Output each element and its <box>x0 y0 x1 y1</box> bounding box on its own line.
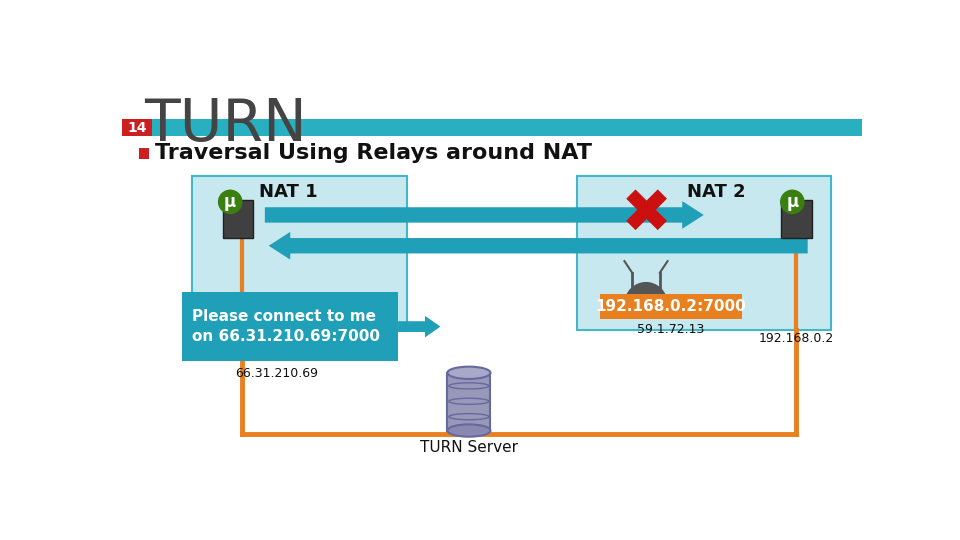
Polygon shape <box>398 316 441 338</box>
Text: 14: 14 <box>128 121 147 135</box>
Bar <box>192 177 407 330</box>
Wedge shape <box>624 282 667 303</box>
Text: 192.168.0.2: 192.168.0.2 <box>758 332 834 345</box>
Bar <box>577 177 830 330</box>
Bar <box>123 119 152 137</box>
Bar <box>780 200 811 238</box>
Bar <box>123 119 861 137</box>
Bar <box>600 294 742 319</box>
Text: NAT 1: NAT 1 <box>259 183 318 201</box>
Text: TURN: TURN <box>144 96 306 153</box>
Text: 192.168.0.2:7000: 192.168.0.2:7000 <box>595 299 746 314</box>
Circle shape <box>218 190 243 214</box>
Bar <box>182 292 398 361</box>
Ellipse shape <box>447 424 491 437</box>
Polygon shape <box>265 201 704 229</box>
Text: 66.31.210.69: 66.31.210.69 <box>235 367 318 380</box>
Text: NAT 2: NAT 2 <box>687 183 746 201</box>
Text: Please connect to me
on 66.31.210.69:7000: Please connect to me on 66.31.210.69:700… <box>192 309 380 344</box>
Text: ✖: ✖ <box>620 185 672 245</box>
Text: μ: μ <box>224 193 236 211</box>
Text: μ: μ <box>786 193 799 211</box>
Text: 59.1.72.13: 59.1.72.13 <box>637 323 705 336</box>
Bar <box>624 301 667 315</box>
Bar <box>223 200 253 238</box>
Circle shape <box>780 190 804 214</box>
Polygon shape <box>269 232 807 260</box>
Bar <box>139 148 150 159</box>
Text: Traversal Using Relays around NAT: Traversal Using Relays around NAT <box>155 143 591 163</box>
Bar <box>447 373 491 430</box>
Text: TURN Server: TURN Server <box>420 440 517 455</box>
Ellipse shape <box>447 367 491 379</box>
